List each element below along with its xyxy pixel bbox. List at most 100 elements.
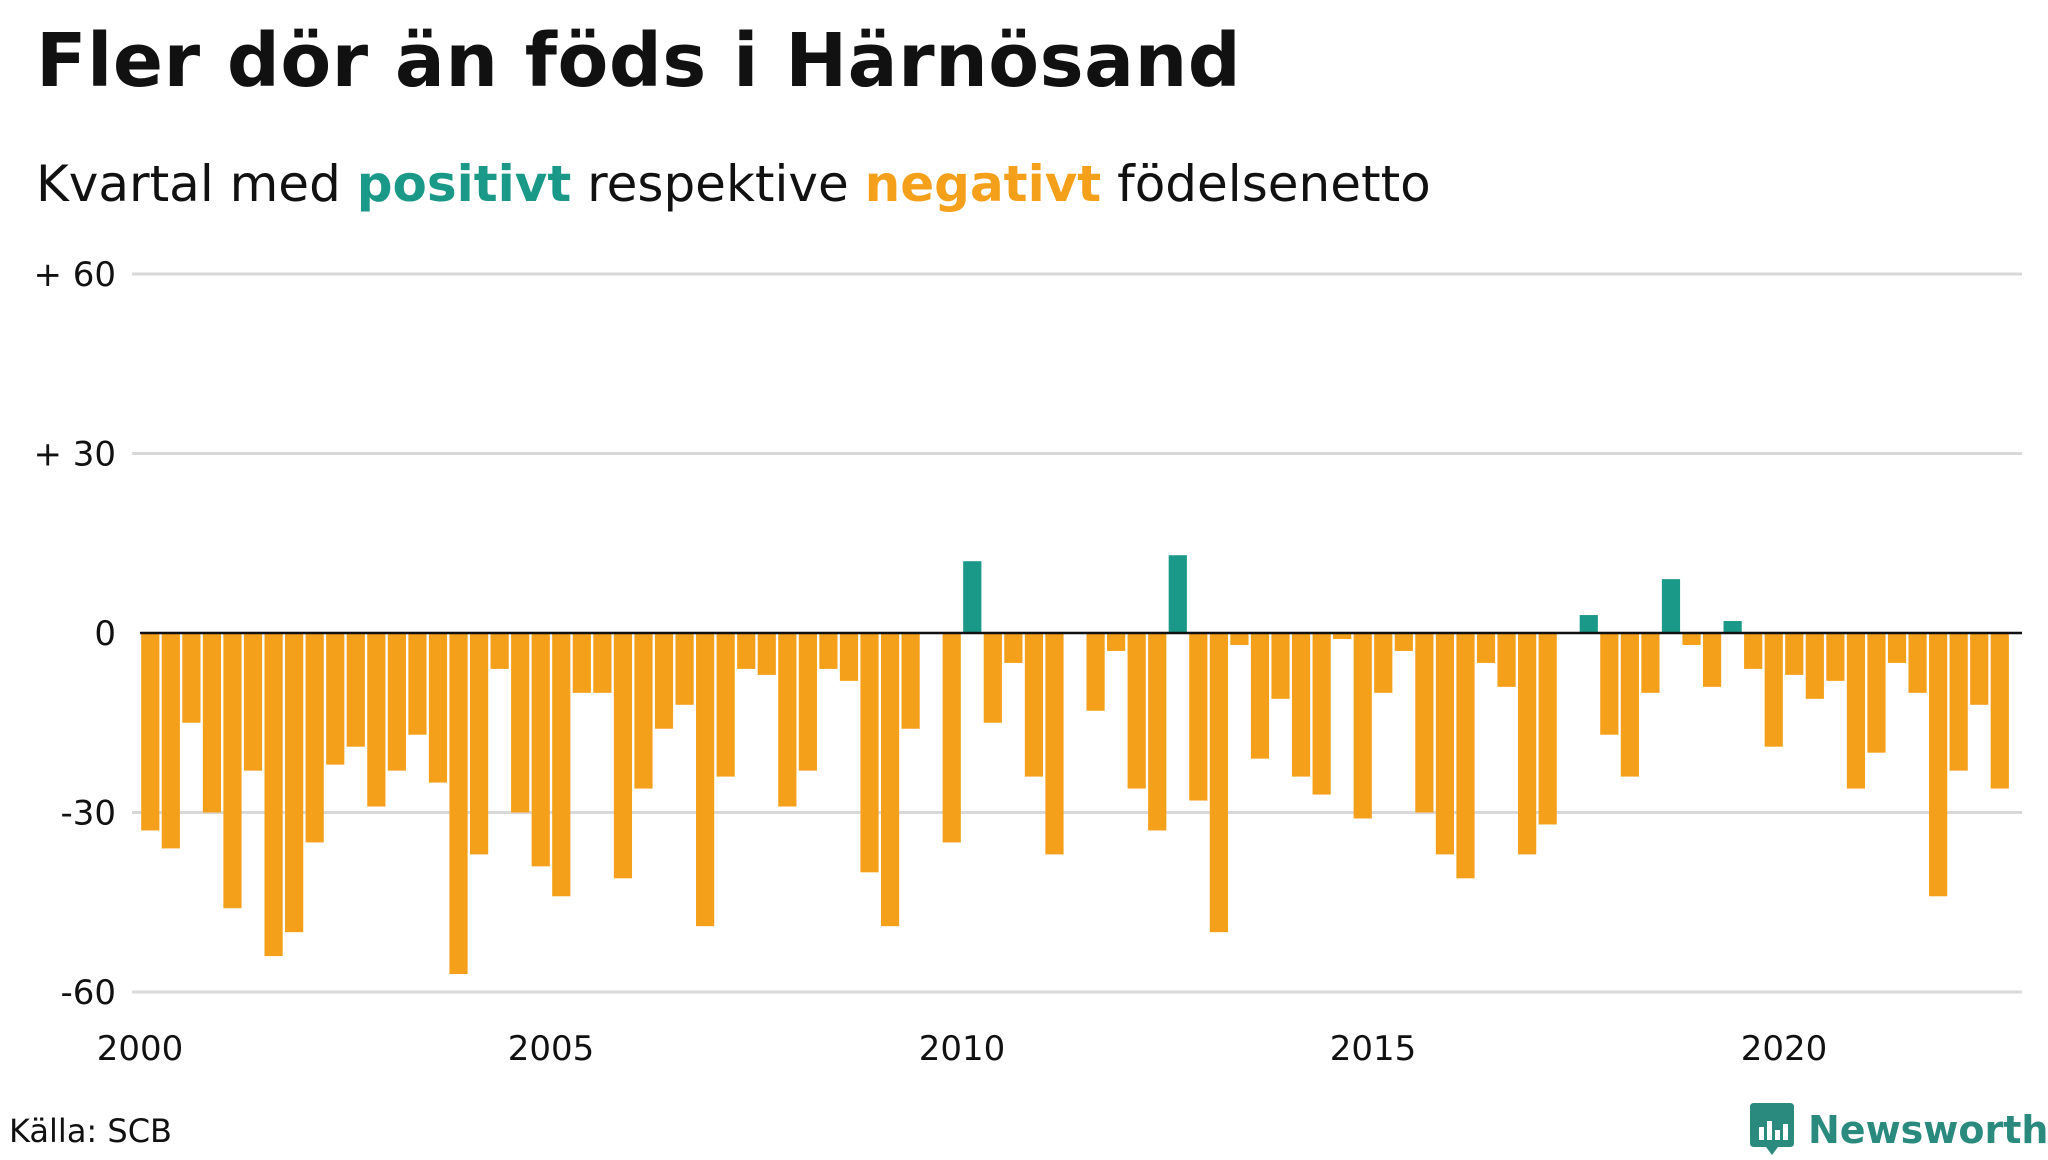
bar [1271,633,1290,699]
bar [326,633,345,765]
grid-layer [132,272,2022,994]
y-tick-label: 0 [94,614,116,654]
y-tick-label: + 30 [33,435,116,475]
bar [1641,633,1660,693]
y-tick-label: -60 [60,973,116,1013]
bar [1723,621,1742,633]
bar [880,633,900,927]
bar [408,633,427,735]
y-axis: + 60 + 30 0 -30 -60 [33,255,116,1013]
subtitle-mid: respektive [571,155,865,213]
y-tick-label: -30 [60,794,116,834]
bar [1394,633,1413,651]
bar [264,633,283,957]
x-tick-label: 2000 [97,1029,184,1069]
bar [1579,615,1598,633]
bar [1148,633,1167,831]
source-note: Källa: SCB [9,1112,172,1150]
newsworthy-logo[interactable]: Newsworthy [1750,1100,2048,1160]
bar [1785,633,1804,675]
bar [1209,633,1228,933]
bar [1086,633,1105,711]
bar [1189,633,1208,801]
bar [1620,633,1639,777]
bar [1024,633,1044,777]
bar [737,633,756,669]
chart-subtitle: Kvartal med positivt respektive negativt… [36,155,1431,213]
bar [141,633,160,831]
subtitle-negative-word: negativt [864,155,1102,213]
bar [572,633,591,693]
bar [963,561,982,633]
bar [675,633,694,705]
x-tick-label: 2020 [1741,1029,1828,1069]
bar [1168,555,1187,633]
bar [593,633,612,693]
bar [1805,633,1824,699]
bar [860,633,879,873]
bar [552,633,571,897]
bar [1374,633,1393,693]
bar [1353,633,1372,819]
bar [1312,633,1331,795]
subtitle-positive-word: positivt [356,155,572,213]
bar [1682,633,1701,645]
bar [223,633,242,909]
bar [1887,633,1907,663]
bar [654,633,674,729]
bar [1127,633,1146,789]
bar [1744,633,1763,669]
y-tick-label: + 60 [33,255,116,295]
bar [757,633,776,675]
bar [1826,633,1845,681]
bar [1661,579,1681,633]
bar [1846,633,1866,789]
bar [613,633,633,879]
bar [983,633,1002,723]
bar [182,633,201,723]
bar [1333,633,1352,639]
bar [1497,633,1516,687]
bar [1107,633,1126,651]
bar [428,633,448,783]
bar [696,633,715,927]
x-tick-label: 2015 [1330,1029,1417,1069]
x-tick-label: 2010 [919,1029,1006,1069]
bar [346,633,365,747]
subtitle-post: födelsenetto [1101,155,1431,213]
bar [819,633,838,669]
bar-layer [141,555,2009,975]
bar [1929,633,1948,897]
bar [1970,633,1989,705]
bar [367,633,386,807]
x-axis: 2000 2005 2010 2015 2020 [97,1029,1828,1069]
bar [778,633,797,807]
bar [469,633,489,855]
bar [1867,633,1886,753]
bar [161,633,180,849]
bar [798,633,817,771]
bar [901,633,920,729]
bar [511,633,530,813]
bar [1291,633,1311,777]
bar [1045,633,1064,855]
bar [1990,633,2009,789]
bar [285,633,304,933]
bar [1949,633,1968,771]
chart-title: Fler dör än föds i Härnösand [36,18,1242,104]
logo-text: Newsworthy [1808,1108,2048,1152]
x-tick-label: 2005 [508,1029,595,1069]
bar [1702,633,1722,687]
bar [1250,633,1270,759]
bar [202,633,222,813]
bar [490,633,509,669]
bar [243,633,263,771]
bar [1518,633,1537,855]
bar [1538,633,1557,825]
bar [1600,633,1619,735]
bar [1764,633,1783,747]
bar [1908,633,1927,693]
bar [387,633,406,771]
bar [305,633,324,843]
bar [942,633,961,843]
